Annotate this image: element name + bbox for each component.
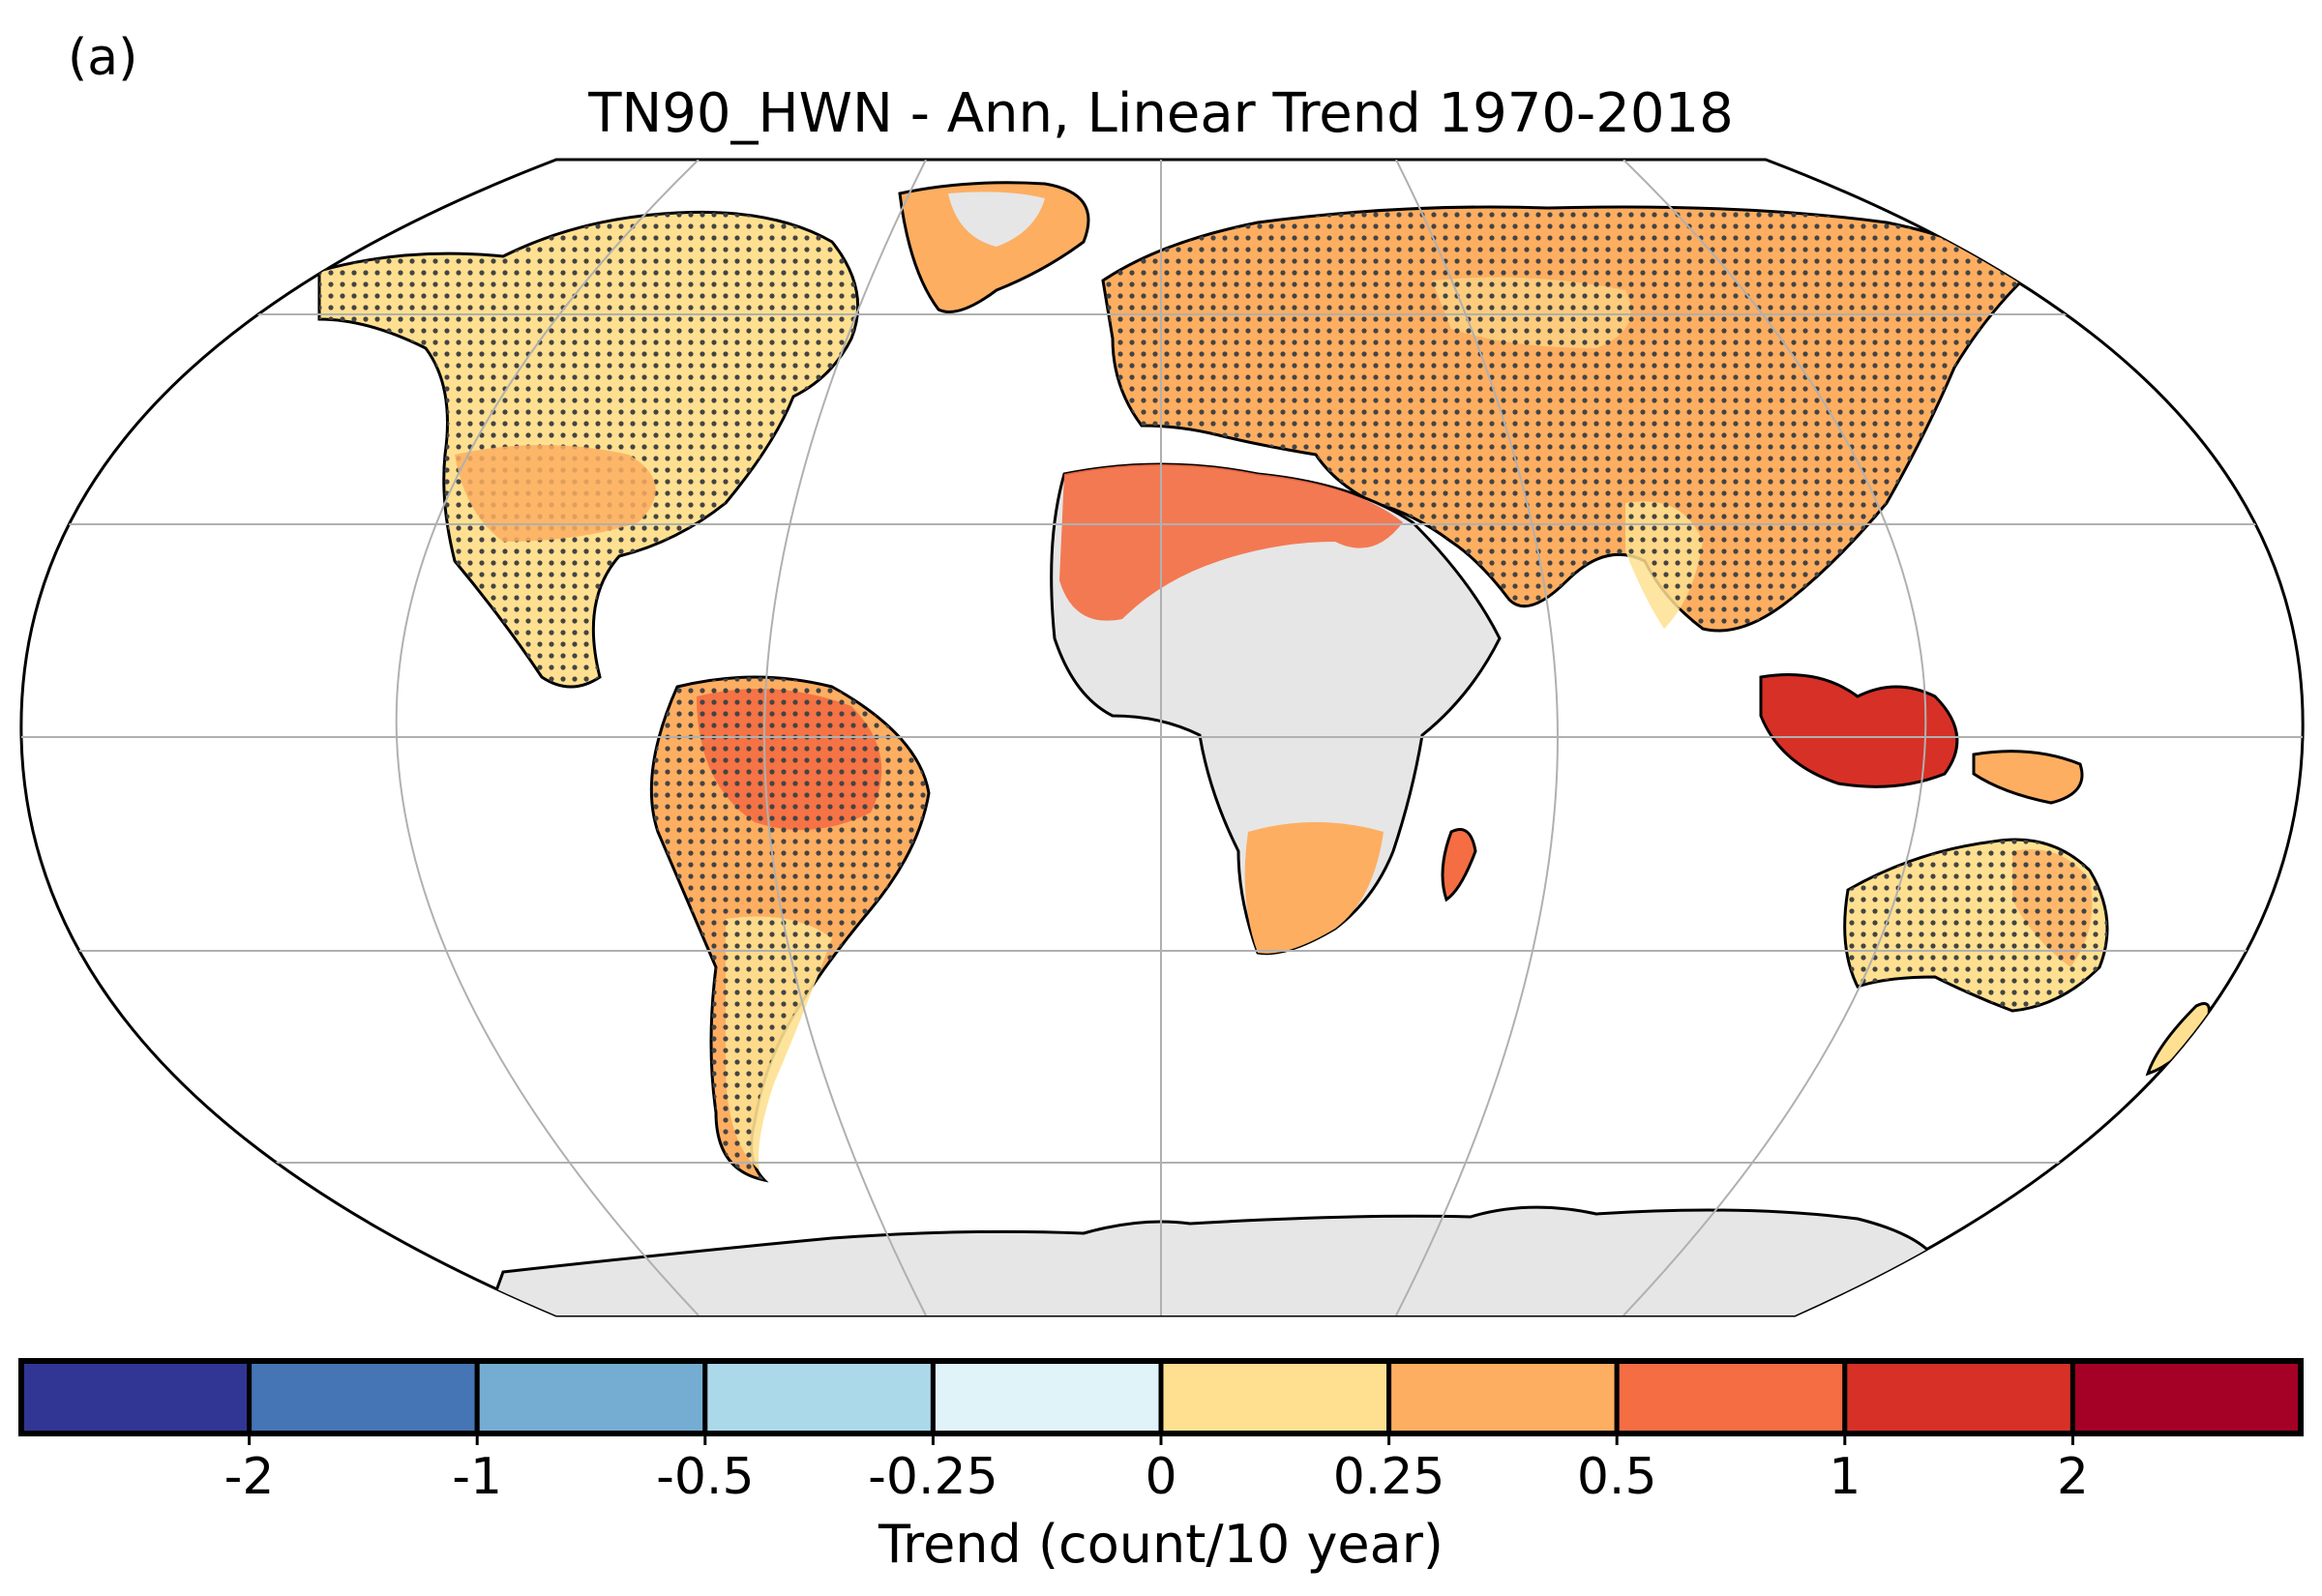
colorbar-tick-label: 0.25 [1332,1448,1445,1506]
madagascar [1441,828,1477,902]
maritime-se-asia [1759,673,1959,788]
greenland [898,181,1090,313]
colorbar-swatch [1842,1358,2075,1436]
graticule [20,160,2304,1315]
panel-label: (a) [68,29,138,87]
australia-stipple [1844,840,2107,1011]
colorbar-tick-label: 1 [1829,1448,1861,1506]
colorbar-swatch [247,1358,480,1436]
us-south-region [455,445,656,542]
colorbar-tick-label: 0.5 [1576,1448,1657,1506]
antarctica [481,1205,1937,1315]
colorbar-tick-label: -0.5 [656,1448,755,1506]
colorbar-swatch [1614,1358,1848,1436]
sahara-region [1059,464,1403,621]
greenland-interior [948,192,1045,247]
map-title: TN90_HWN - Ann, Linear Trend 1970-2018 [588,82,1734,145]
colorbar-swatch [702,1358,936,1436]
colorbar-title: Trend (count/10 year) [878,1514,1444,1575]
colorbar-swatch [1386,1358,1620,1436]
southern-africa-region [1244,822,1384,954]
colorbar-swatch [930,1358,1164,1436]
colorbar-swatch [2069,1358,2304,1436]
new-guinea [1972,750,2084,805]
south-america-stipple [651,677,929,1180]
colorbar-tick-label: -0.25 [868,1448,998,1506]
colorbar-swatch [1158,1358,1392,1436]
colorbar-tick-label: 2 [2056,1448,2089,1506]
colorbar-tick-label: -2 [223,1448,275,1506]
colorbar [18,1358,2304,1445]
colorbar-tick-label: 0 [1145,1448,1177,1506]
colorbar-swatch [18,1358,253,1436]
colorbar-swatch [474,1358,708,1436]
colorbar-tick-label: -1 [452,1448,503,1506]
